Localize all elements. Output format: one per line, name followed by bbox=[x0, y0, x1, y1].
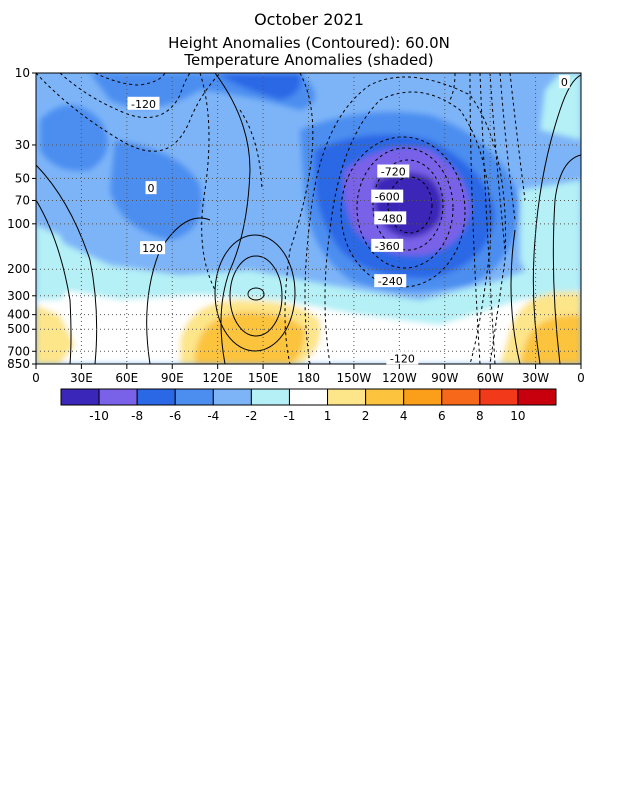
contour-label: 0 bbox=[148, 182, 155, 195]
x-tick-label: 150W bbox=[337, 371, 372, 385]
temperature-anomaly-field bbox=[36, 73, 581, 364]
contour-label-box bbox=[371, 238, 404, 252]
x-tick-label: 0 bbox=[577, 371, 585, 385]
colorbar-label: -2 bbox=[245, 409, 257, 423]
colorbar-label: -10 bbox=[89, 409, 109, 423]
y-tick-label: 400 bbox=[7, 308, 30, 322]
y-tick-label: 70 bbox=[15, 193, 30, 207]
x-tick-label: 120E bbox=[202, 371, 233, 385]
y-tick-label: 200 bbox=[7, 262, 30, 276]
y-tick-label: 50 bbox=[15, 171, 30, 185]
x-tick-label: 0 bbox=[32, 371, 40, 385]
contour-labels: -120 0 120 -720 -600 -480 -360 -240 -120 0 bbox=[127, 75, 570, 365]
colorbar: -10 -8 -6 -4 -2 -1 1 2 4 6 8 10 bbox=[60, 388, 557, 423]
colorbar-swatch bbox=[212, 388, 252, 406]
contour-label: -600 bbox=[375, 191, 400, 204]
colorbar-swatch bbox=[288, 388, 329, 406]
x-tick-label: 180 bbox=[297, 371, 320, 385]
colorbar-swatch bbox=[441, 388, 481, 406]
colorbar-label: 2 bbox=[362, 409, 370, 423]
y-tick-label: 700 bbox=[7, 344, 30, 358]
contour-label: -720 bbox=[381, 166, 406, 179]
colorbar-swatch bbox=[250, 388, 290, 406]
contour-label: -120 bbox=[131, 98, 156, 111]
chart-title: October 2021 bbox=[254, 10, 364, 29]
colorbar-label: -1 bbox=[283, 409, 295, 423]
colorbar-swatch bbox=[403, 388, 443, 406]
contour-label-box bbox=[145, 181, 157, 195]
colorbar-label: 8 bbox=[476, 409, 484, 423]
colorbar-swatch bbox=[60, 388, 100, 406]
x-tick-label: 60W bbox=[477, 371, 504, 385]
chart-subtitle-height: Height Anomalies (Contoured): 60.0N bbox=[168, 34, 450, 52]
contour-label: -360 bbox=[375, 240, 400, 253]
colorbar-label: -6 bbox=[169, 409, 181, 423]
contour-label: -240 bbox=[378, 275, 403, 288]
x-tick-label: 30W bbox=[522, 371, 549, 385]
x-tick-label: 90W bbox=[431, 371, 458, 385]
y-tick-label: 850 bbox=[7, 357, 30, 371]
colorbar-label: -4 bbox=[207, 409, 219, 423]
colorbar-label: 10 bbox=[510, 409, 525, 423]
colorbar-label: 1 bbox=[324, 409, 332, 423]
contour-label: 120 bbox=[142, 242, 163, 255]
colorbar-swatch bbox=[327, 388, 367, 406]
y-tick-label: 500 bbox=[7, 322, 30, 336]
contour-label-box bbox=[374, 274, 407, 288]
contour-label-box bbox=[386, 351, 419, 365]
chart-subtitle-temperature: Temperature Anomalies (shaded) bbox=[184, 51, 434, 69]
contour-label: -120 bbox=[390, 352, 415, 365]
y-tick-label: 10 bbox=[15, 66, 30, 80]
contour-label-box bbox=[377, 164, 410, 178]
colorbar-swatch bbox=[479, 388, 519, 406]
colorbar-swatch bbox=[517, 388, 557, 406]
colorbar-label: 4 bbox=[400, 409, 408, 423]
contour-label: -480 bbox=[378, 212, 403, 225]
y-tick-label: 30 bbox=[15, 138, 30, 152]
contour-label-box bbox=[127, 96, 160, 110]
colorbar-label: 6 bbox=[438, 409, 446, 423]
y-tick-label: 100 bbox=[7, 217, 30, 231]
x-tick-label: 90E bbox=[161, 371, 184, 385]
colorbar-swatch bbox=[174, 388, 214, 406]
colorbar-label: -8 bbox=[131, 409, 143, 423]
x-tick-label: 30E bbox=[70, 371, 93, 385]
colorbar-swatch bbox=[136, 388, 176, 406]
contour-label-box bbox=[371, 189, 404, 203]
x-tick-label: 60E bbox=[115, 371, 138, 385]
contour-label-box bbox=[558, 75, 570, 89]
y-tick-label: 300 bbox=[7, 289, 30, 303]
x-tick-label: 120W bbox=[382, 371, 417, 385]
contour-label-box bbox=[374, 211, 407, 225]
contour-label: 0 bbox=[561, 76, 568, 89]
colorbar-swatch bbox=[365, 388, 405, 406]
x-tick-label: 150E bbox=[248, 371, 279, 385]
contour-label-box bbox=[140, 241, 166, 255]
grid-lines bbox=[36, 73, 581, 364]
x-axis: 0 30E 60E 90E 120E 150E 180 150W 120W 90W 60W 30W 0 bbox=[32, 364, 585, 385]
colorbar-swatch bbox=[98, 388, 138, 406]
